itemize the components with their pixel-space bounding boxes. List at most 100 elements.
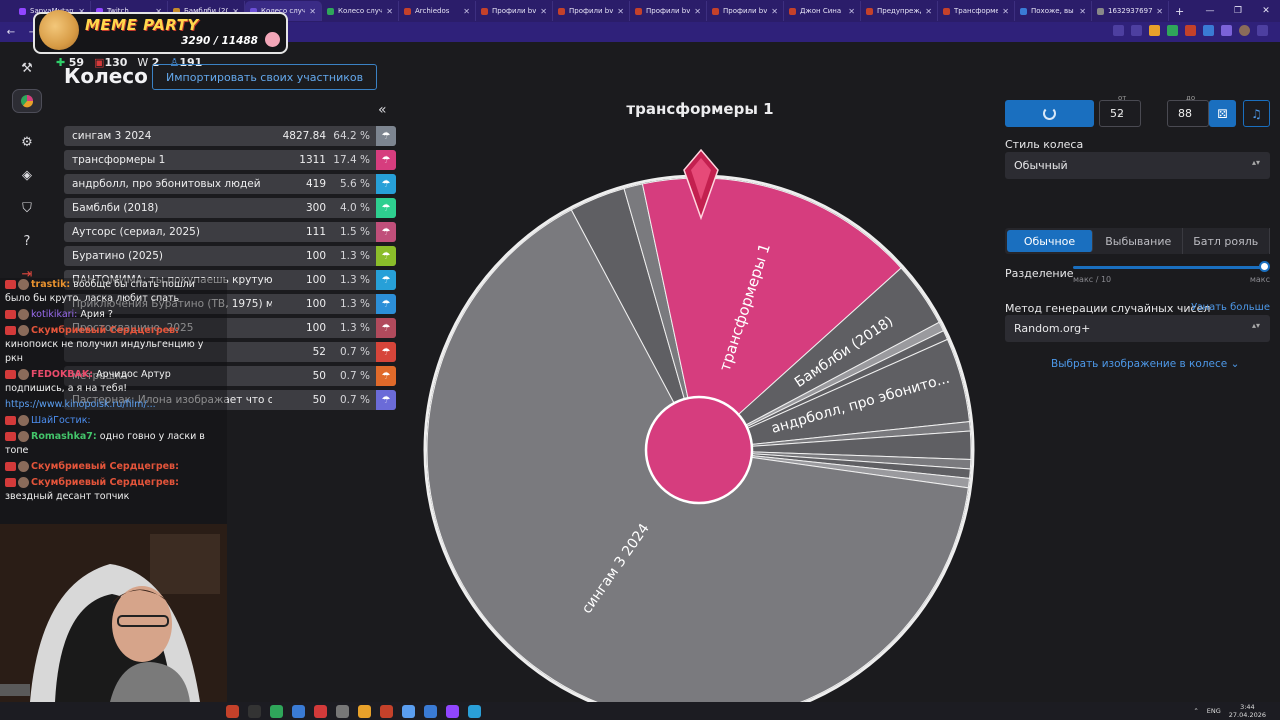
app-icon[interactable] — [292, 705, 305, 718]
browser-tab[interactable]: Бамблби (2018) ✕ — [168, 1, 245, 21]
split-slider-handle[interactable] — [1259, 261, 1270, 272]
profile-avatar[interactable] — [1239, 25, 1250, 36]
light-bulb-icon[interactable]: ☂ — [376, 318, 396, 338]
light-bulb-icon[interactable]: ☂ — [376, 198, 396, 218]
app-icon[interactable] — [380, 705, 393, 718]
close-tab-icon[interactable]: ✕ — [1079, 6, 1086, 16]
browser-tab[interactable]: Похоже, вы ✕ — [1015, 1, 1092, 21]
chat-username[interactable]: kotikikari: — [31, 309, 78, 320]
chat-username[interactable]: Romashka7: — [31, 431, 97, 442]
light-bulb-icon[interactable]: ☂ — [376, 150, 396, 170]
browser-tab[interactable]: Профили bvo ✕ — [707, 1, 784, 21]
chat-username[interactable]: trastik: — [31, 279, 71, 290]
music-icon[interactable]: ♫ — [1243, 100, 1270, 127]
participant-row[interactable]: Аутсорс (сериал, 2025) 111 1.5 % ☂ — [64, 222, 396, 242]
duration-to-input[interactable]: 88 — [1167, 100, 1209, 127]
split-slider-track[interactable] — [1073, 266, 1265, 269]
help-icon[interactable]: ? — [23, 233, 31, 249]
choose-image-link[interactable]: Выбрать изображение в колесе ⌄ — [1051, 358, 1240, 370]
browser-tab[interactable]: Джон Сина ✕ — [784, 1, 861, 21]
mode-option[interactable]: Обычное — [1007, 230, 1093, 252]
dice-icon[interactable]: ⚄ — [1209, 100, 1236, 127]
light-bulb-icon[interactable]: ☂ — [376, 222, 396, 242]
hammer-icon[interactable]: ⚒ — [21, 60, 33, 76]
keyboard-language[interactable]: ENG — [1206, 707, 1221, 715]
light-bulb-icon[interactable]: ☂ — [376, 342, 396, 362]
chat-username[interactable]: Скумбриевый Сердцегрев: — [31, 477, 179, 488]
participant-row[interactable]: сингам 3 2024 4827.84 64.2 % ☂ — [64, 126, 396, 146]
light-bulb-icon[interactable]: ☂ — [376, 174, 396, 194]
app-icon[interactable] — [270, 705, 283, 718]
forward-button[interactable]: → — [22, 27, 44, 38]
app-icon[interactable] — [402, 705, 415, 718]
new-tab-button[interactable]: + — [1175, 4, 1185, 18]
participant-row[interactable]: Буратино (2025) 100 1.3 % ☂ — [64, 246, 396, 266]
participant-row[interactable]: 52 0.7 % ☂ — [64, 342, 396, 362]
participant-row[interactable]: ПАНТОМИМА: ты покупаешь крутую цветас...… — [64, 270, 396, 290]
light-bulb-icon[interactable]: ☂ — [376, 366, 396, 386]
participant-row[interactable]: Бамблби (2018) 300 4.0 % ☂ — [64, 198, 396, 218]
light-bulb-icon[interactable]: ☂ — [376, 270, 396, 290]
participant-row[interactable]: андрболл, про эбонитовых людей 419 5.6 % ☂ — [64, 174, 396, 194]
extension-icon[interactable] — [1185, 25, 1196, 36]
close-tab-icon[interactable]: ✕ — [771, 6, 778, 16]
app-icon[interactable] — [446, 705, 459, 718]
light-bulb-icon[interactable]: ☂ — [376, 126, 396, 146]
close-tab-icon[interactable]: ✕ — [386, 6, 393, 16]
browser-tab[interactable]: Трансформеры ✕ — [938, 1, 1015, 21]
layers-icon[interactable]: ◈ — [22, 167, 32, 183]
tray-up-icon[interactable]: ⌃ — [1193, 707, 1199, 715]
close-tab-icon[interactable]: ✕ — [155, 6, 162, 16]
app-icon[interactable] — [424, 705, 437, 718]
browser-tab[interactable]: Профили bvo ✕ — [553, 1, 630, 21]
close-tab-icon[interactable]: ✕ — [848, 6, 855, 16]
close-tab-icon[interactable]: ✕ — [694, 6, 701, 16]
shield-icon[interactable]: ⛉ — [22, 200, 32, 216]
app-icon[interactable] — [336, 705, 349, 718]
more-menu-icon[interactable] — [1257, 25, 1268, 36]
participant-row[interactable]: метрошка 50 0.7 % ☂ — [64, 366, 396, 386]
maximize-button[interactable]: ❐ — [1233, 6, 1243, 16]
style-select[interactable]: Обычный ▴▾ — [1005, 152, 1270, 179]
app-icon[interactable] — [468, 705, 481, 718]
wheel[interactable]: трансформеры 1 Бамблби (2018)андрболл, пр… — [421, 172, 977, 720]
light-bulb-icon[interactable]: ☂ — [376, 390, 396, 410]
chat-link[interactable]: https://www.kinopoisk.ru/film/... — [5, 399, 156, 410]
browser-tab[interactable]: 1632937697_ ✕ — [1092, 1, 1169, 21]
wheel-icon[interactable] — [12, 89, 42, 113]
light-bulb-icon[interactable]: ☂ — [376, 246, 396, 266]
import-participants-button[interactable]: Импортировать своих участников — [152, 64, 378, 90]
browser-tab[interactable]: Twitch ✕ — [91, 1, 168, 21]
browser-tab[interactable]: Archiedos ✕ — [399, 1, 476, 21]
app-icon[interactable] — [226, 705, 239, 718]
close-window-button[interactable]: ✕ — [1262, 6, 1270, 16]
participant-row[interactable]: трансформеры 1 1311 17.4 % ☂ — [64, 150, 396, 170]
participant-row[interactable]: Простоквашино, 2025 100 1.3 % ☂ — [64, 318, 396, 338]
mode-option[interactable]: Выбывание — [1095, 228, 1183, 254]
close-tab-icon[interactable]: ✕ — [540, 6, 547, 16]
spin-button[interactable] — [1005, 100, 1094, 127]
participant-row[interactable]: Приключения Буратино (ТВ, 1975) мягягя 10… — [64, 294, 396, 314]
settings-icon[interactable]: ⚙ — [21, 134, 33, 150]
chat-username[interactable]: ШайГостик: — [31, 415, 91, 426]
chat-username[interactable]: Скумбриевый Сердцегрев: — [31, 325, 179, 336]
rng-select[interactable]: Random.org+ ▴▾ — [1005, 315, 1270, 342]
browser-tab[interactable]: Профили bvo ✕ — [476, 1, 553, 21]
bookmark-icon[interactable] — [1131, 25, 1142, 36]
close-tab-icon[interactable]: ✕ — [617, 6, 624, 16]
clock[interactable]: 3:44 27.04.2026 — [1229, 703, 1266, 719]
browser-tab[interactable]: Колесо случай ✕ — [322, 1, 399, 21]
logout-icon[interactable]: ⇥ — [21, 266, 33, 282]
collapse-panel-button[interactable]: « — [378, 102, 387, 118]
extensions-menu-icon[interactable] — [1221, 25, 1232, 36]
close-tab-icon[interactable]: ✕ — [1156, 6, 1163, 16]
extension-icon[interactable] — [1203, 25, 1214, 36]
close-tab-icon[interactable]: ✕ — [78, 6, 85, 16]
browser-tab[interactable]: Профили bvo ✕ — [630, 1, 707, 21]
close-tab-icon[interactable]: ✕ — [1002, 6, 1009, 16]
close-tab-icon[interactable]: ✕ — [309, 6, 316, 16]
app-icon[interactable] — [358, 705, 371, 718]
back-button[interactable]: ← — [6, 26, 16, 38]
light-bulb-icon[interactable]: ☂ — [376, 294, 396, 314]
extension-icon[interactable] — [1167, 25, 1178, 36]
